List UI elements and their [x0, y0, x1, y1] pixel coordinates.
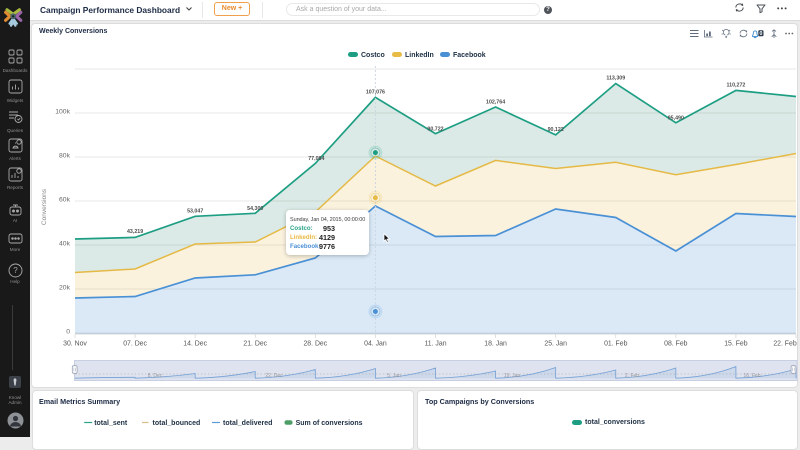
svg-text:15. Feb: 15. Feb — [724, 340, 748, 347]
svg-text:40k: 40k — [59, 241, 71, 248]
svg-text:22. Feb: 22. Feb — [773, 340, 797, 347]
svg-text:90,122: 90,122 — [548, 127, 564, 133]
svg-text:18. Jan: 18. Jan — [484, 340, 507, 347]
svg-text:90,722: 90,722 — [427, 127, 443, 133]
svg-text:113,309: 113,309 — [606, 76, 625, 82]
svg-text:07. Dec: 07. Dec — [123, 340, 147, 347]
svg-text:107,076: 107,076 — [366, 90, 385, 96]
svg-text:95,490: 95,490 — [668, 116, 684, 122]
svg-text:21. Dec: 21. Dec — [243, 340, 267, 347]
svg-text:25. Jan: 25. Jan — [544, 340, 567, 347]
svg-text:19. Jan: 19. Jan — [504, 373, 521, 379]
svg-text:0: 0 — [66, 329, 70, 336]
svg-text:54,300: 54,300 — [247, 206, 263, 212]
svg-text:2. Feb: 2. Feb — [625, 373, 639, 379]
svg-text:80k: 80k — [59, 153, 71, 160]
svg-text:14. Dec: 14. Dec — [183, 340, 207, 347]
svg-text:8. Dec: 8. Dec — [148, 373, 163, 379]
svg-text:total_bounced: total_bounced — [153, 420, 201, 427]
svg-text:Conversions: Conversions — [41, 188, 48, 225]
svg-text:Sum of conversions: Sum of conversions — [296, 420, 363, 427]
svg-text:28. Dec: 28. Dec — [303, 340, 327, 347]
svg-text:43,219: 43,219 — [127, 229, 143, 235]
svg-text:100k: 100k — [55, 109, 70, 116]
svg-text:16. Feb: 16. Feb — [744, 373, 761, 379]
svg-text:total_delivered: total_delivered — [223, 420, 272, 427]
svg-text:20k: 20k — [59, 285, 71, 292]
svg-text:53,047: 53,047 — [187, 209, 203, 215]
svg-text:22. Dec: 22. Dec — [265, 373, 283, 379]
svg-text:04. Jan: 04. Jan — [364, 340, 387, 347]
svg-text:01. Feb: 01. Feb — [604, 340, 628, 347]
svg-text:5. Jan: 5. Jan — [387, 373, 401, 379]
svg-text:60k: 60k — [59, 197, 71, 204]
svg-text:102,764: 102,764 — [486, 100, 505, 106]
svg-text:77,084: 77,084 — [308, 156, 324, 162]
svg-text:0: 0 — [759, 31, 762, 37]
svg-text:08. Feb: 08. Feb — [664, 340, 688, 347]
svg-text:11. Jan: 11. Jan — [424, 340, 446, 347]
svg-text:?: ? — [13, 266, 18, 275]
svg-text:110,272: 110,272 — [726, 83, 745, 89]
svg-text:total_sent: total_sent — [94, 420, 128, 427]
svg-text:30. Nov: 30. Nov — [63, 340, 87, 347]
